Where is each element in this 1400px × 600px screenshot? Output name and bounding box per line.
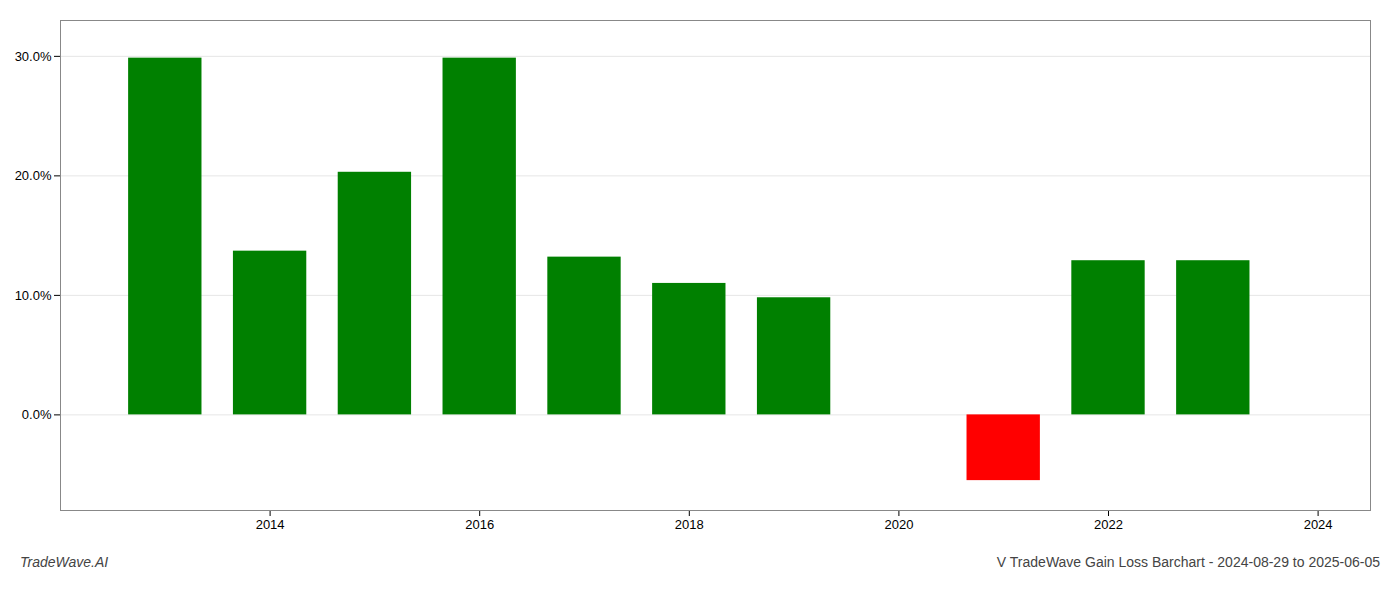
svg-text:2014: 2014 (256, 517, 285, 532)
svg-text:0.0%: 0.0% (22, 407, 52, 422)
html-text:TradeWave.AI: TradeWave.AI (20, 554, 109, 570)
svg-text:2018: 2018 (675, 517, 704, 532)
svg-text:10.0%: 10.0% (15, 288, 52, 303)
html-text:V TradeWave Gain Loss Barchart: V TradeWave Gain Loss Barchart - 2024-08… (996, 554, 1380, 570)
svg-text:2020: 2020 (884, 517, 913, 532)
svg-text:2016: 2016 (465, 517, 494, 532)
svg-text:2024: 2024 (1304, 517, 1333, 532)
svg-text:20.0%: 20.0% (15, 168, 52, 183)
svg-text:2022: 2022 (1094, 517, 1123, 532)
svg-text:30.0%: 30.0% (15, 49, 52, 64)
